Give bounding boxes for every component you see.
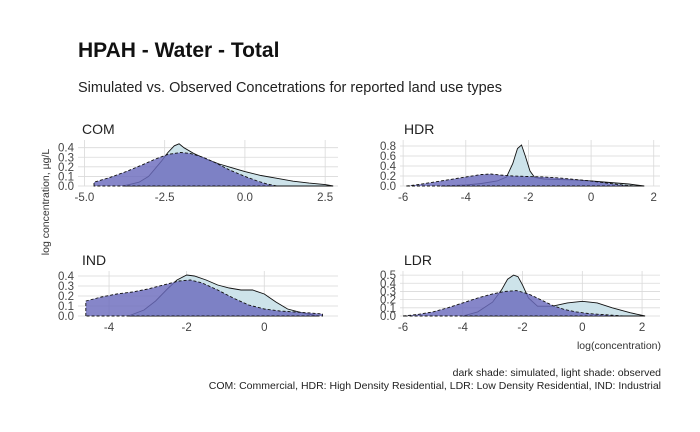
com-x-tick-label: 0.0 (237, 192, 253, 204)
hdr-x-tick-label: -6 (398, 192, 408, 204)
ind-y-tick-label: 0.3 (58, 281, 74, 293)
ind-y-tick-label: 0.0 (58, 311, 74, 323)
ind-x-tick-label: 0 (261, 322, 267, 334)
panel-ind-plot: 0.00.10.20.30.4 -4 -2 0 (58, 271, 338, 334)
com-y-tick-label: 0.0 (58, 181, 74, 193)
com-y-tick-label: 0.4 (58, 143, 75, 155)
ind-simulated-density (85, 279, 323, 317)
ldr-y-tick-label: 0.1 (380, 303, 396, 315)
ldr-x-tick-label: 0 (579, 322, 585, 334)
y-axis-label: log concentration, µg/L (40, 149, 52, 256)
hdr-x-tick-label: 2 (651, 192, 657, 204)
panel-hdr-strip-label: HDR (404, 121, 434, 137)
ind-y-tick-label: 0.4 (58, 271, 75, 283)
com-simulated-density (93, 152, 278, 187)
panel-ldr: LDR 0.00.10.20.30.40.5 -6 -4 -2 0 2 (380, 252, 660, 334)
panel-hdr: HDR 0.00.20.40.60.8 -6 -4 -2 0 2 (380, 121, 660, 204)
caption-shading: dark shade: simulated, light shade: obse… (453, 367, 662, 379)
ldr-x-tick-label: 2 (639, 322, 645, 334)
chart-title: HPAH - Water - Total (78, 39, 279, 62)
panel-com-strip-label: COM (82, 121, 115, 137)
panel-com-plot: 0.00.10.20.30.4-5.0 -2.5 0.0 2.5 (58, 140, 338, 204)
ldr-y-tick-label: 0.5 (380, 270, 396, 282)
ind-y-tick-label: 0.2 (58, 291, 74, 303)
panel-ind: IND 0.00.10.20.30.4 -4 -2 0 (58, 252, 338, 334)
chart-subtitle: Simulated vs. Observed Concetrations for… (78, 80, 502, 96)
hdr-y-tick-label: 0.8 (380, 141, 396, 153)
ind-y-tick-label: 0.1 (58, 301, 74, 313)
hdr-x-tick-label: 0 (588, 192, 594, 204)
hdr-y-tick-label: 0.6 (380, 151, 396, 163)
ldr-x-tick-label: -6 (398, 322, 408, 334)
caption-landuse: COM: Commercial, HDR: High Density Resid… (209, 380, 661, 392)
hdr-x-tick-label: -2 (523, 192, 533, 204)
com-y-tick-label: 0.3 (58, 152, 74, 164)
hdr-y-tick-label: 0.2 (380, 171, 396, 183)
ldr-x-tick-label: -4 (458, 322, 469, 334)
hdr-y-tick-label: 0.4 (380, 161, 397, 173)
hdr-x-tick-label: -4 (461, 192, 472, 204)
ldr-x-tick-label: -2 (517, 322, 527, 334)
panel-ldr-strip-label: LDR (404, 252, 432, 268)
panel-ldr-plot: 0.00.10.20.30.40.5 -6 -4 -2 0 2 (380, 270, 660, 334)
ldr-y-tick-label: 0.2 (380, 295, 396, 307)
ind-x-tick-label: -4 (104, 322, 115, 334)
hdr-y-tick-label: 0.0 (380, 181, 396, 193)
panel-hdr-plot: 0.00.20.40.60.8 -6 -4 -2 0 2 (380, 140, 660, 204)
com-x-tick-label: -2.5 (155, 192, 175, 204)
com-y-tick-label: 0.2 (58, 162, 74, 174)
x-axis-label: log(concentration) (577, 340, 661, 352)
com-x-tick-label: 2.5 (317, 192, 333, 204)
hdr-simulated-density (406, 173, 635, 187)
ind-x-tick-label: -2 (182, 322, 192, 334)
com-x-tick-label: -5.0 (75, 192, 95, 204)
ldr-y-tick-label: 0.4 (380, 278, 397, 290)
ldr-simulated-density (402, 290, 625, 317)
ldr-y-tick-label: 0.3 (380, 286, 396, 298)
panel-ind-strip-label: IND (82, 252, 106, 268)
panel-com: COM 0.00.10.20.30.4-5.0 -2.5 0.0 2.5 (58, 121, 338, 204)
com-y-tick-label: 0.1 (58, 171, 74, 183)
ldr-y-tick-label: 0.0 (380, 311, 396, 323)
